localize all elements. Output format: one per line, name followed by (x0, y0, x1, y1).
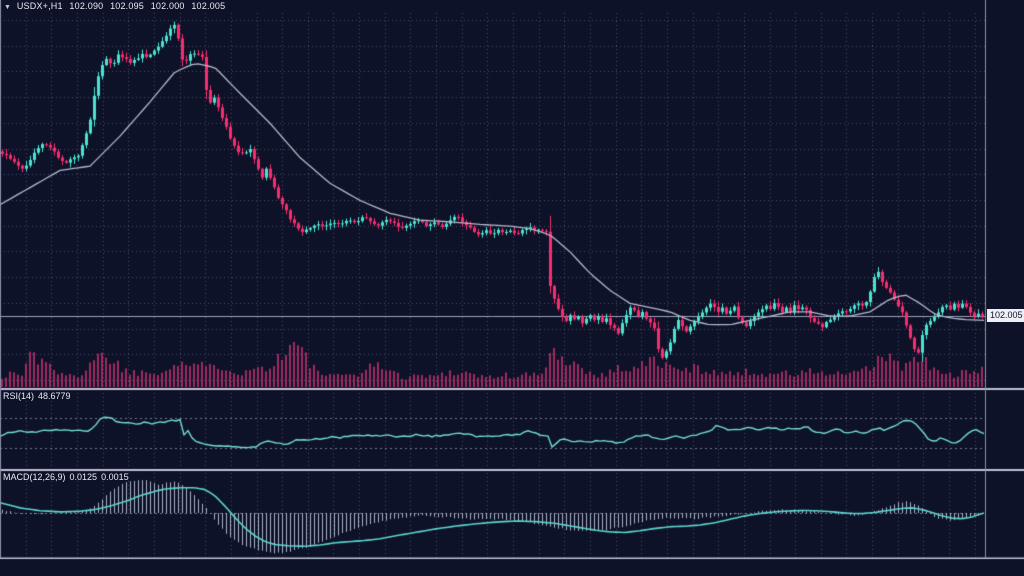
symbol-dropdown-icon[interactable]: ▼ (4, 4, 12, 11)
ohlc-header: ▼ USDX+,H1 102.090 102.095 102.000 102.0… (4, 1, 229, 11)
ohlc-close: 102.005 (191, 1, 226, 11)
symbol-timeframe: USDX+,H1 (16, 1, 63, 11)
rsi-name: RSI(14) (3, 391, 35, 401)
time-axis[interactable]: 4 Jan 20235 Jan 05:005 Jan 17:006 Jan 08… (0, 558, 1024, 576)
macd-indicator-label: MACD(12,26,9) 0.0125 0.0015 (3, 472, 133, 482)
macd-main-value: 0.0125 (69, 472, 98, 482)
current-price-tag: 102.005 (987, 309, 1024, 322)
ohlc-low: 102.000 (150, 1, 185, 11)
macd-signal-value: 0.0015 (101, 472, 129, 482)
ohlc-open: 102.090 (69, 1, 104, 11)
macd-name: MACD(12,26,9) (3, 472, 66, 482)
rsi-value: 48.6779 (38, 391, 71, 401)
ohlc-high: 102.095 (110, 1, 144, 11)
price-axis[interactable]: 105.455105.155104.855104.555104.255103.9… (985, 0, 1024, 558)
rsi-indicator-label: RSI(14) 48.6779 (3, 391, 75, 401)
